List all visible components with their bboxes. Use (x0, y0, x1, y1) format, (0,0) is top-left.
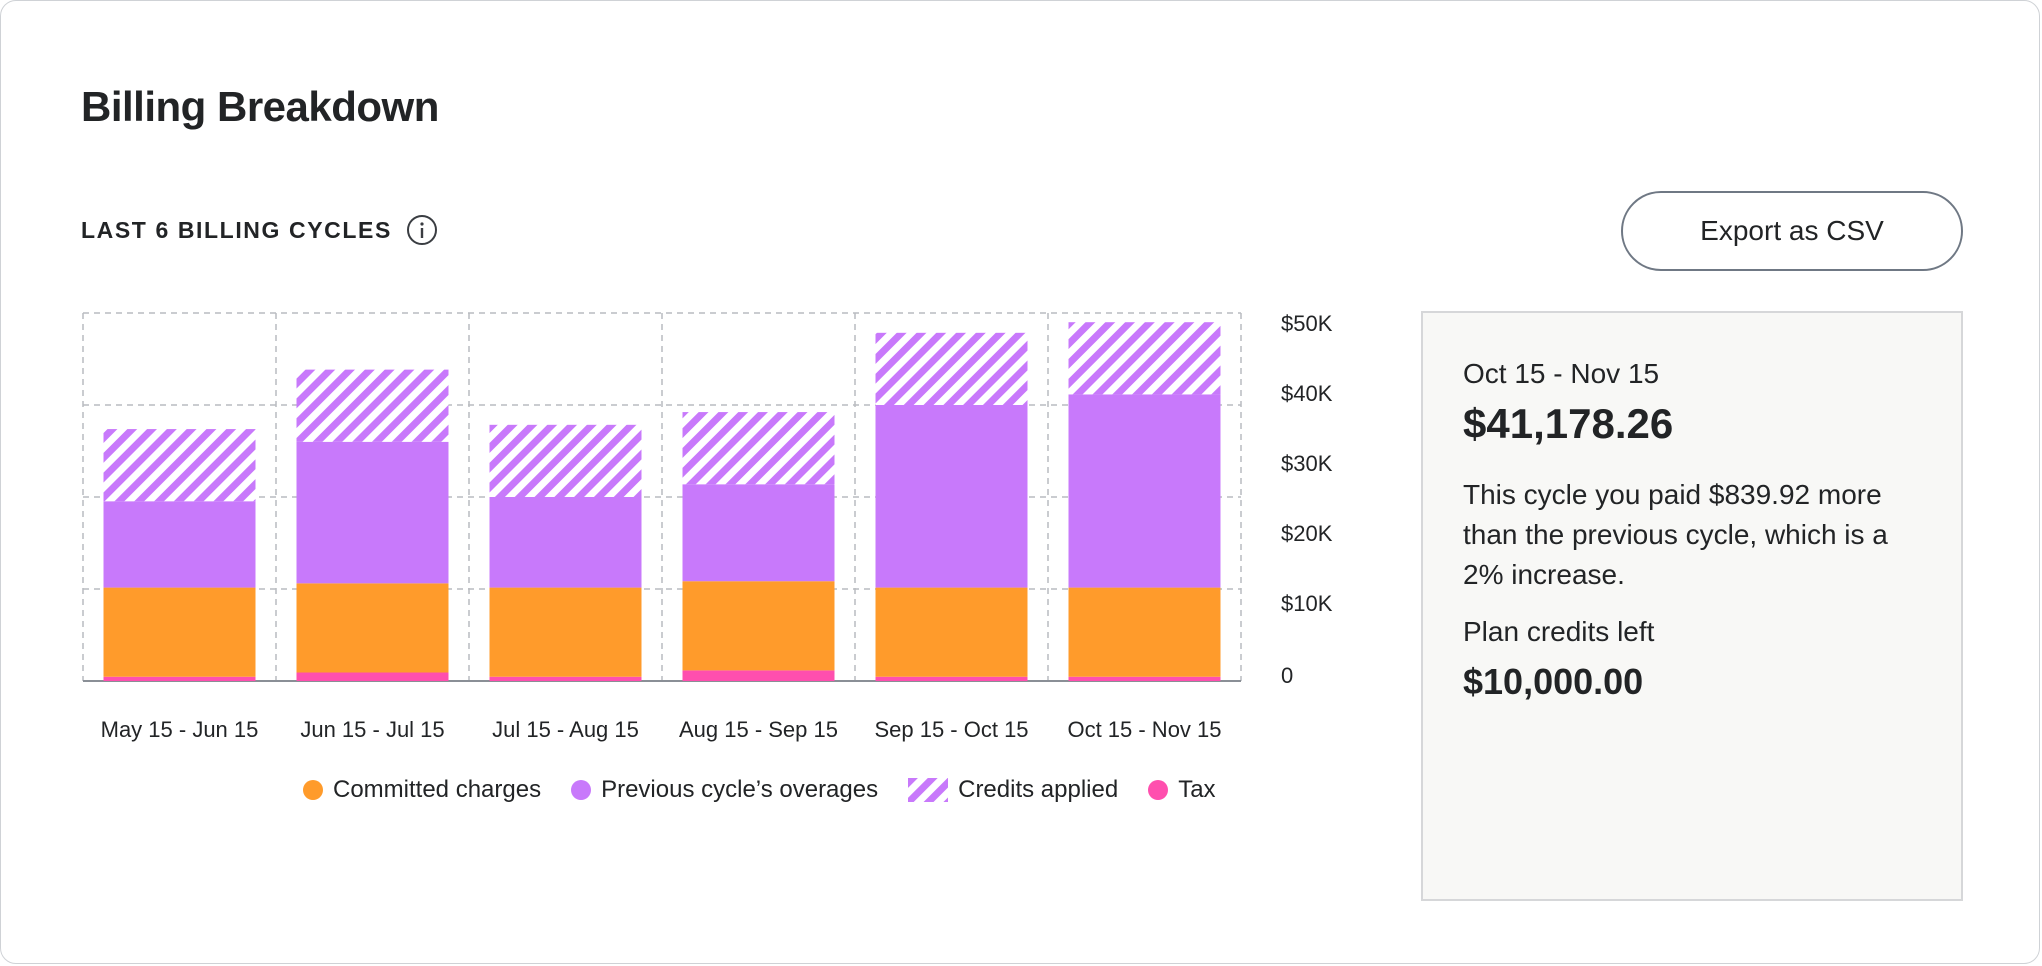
bar-segment-credits (682, 412, 835, 485)
x-tick-label: Sep 15 - Oct 15 (874, 717, 1028, 742)
legend-item-overages: Previous cycle’s overages (571, 773, 878, 807)
legend-dot-tax (1148, 780, 1169, 800)
bar-segment-overages (296, 441, 449, 584)
x-tick-label: May 15 - Jun 15 (101, 717, 259, 742)
export-csv-button[interactable]: Export as CSV (1621, 191, 1963, 271)
legend-item-committed: Committed charges (303, 773, 541, 807)
y-tick-label: $50K (1281, 311, 1333, 336)
plan-credits-label: Plan credits left (1463, 616, 1655, 647)
chart-grid (82, 312, 1242, 682)
x-tick-label: Oct 15 - Nov 15 (1067, 717, 1221, 742)
bar-segment-tax (103, 676, 256, 681)
chart-labels: May 15 - Jun 15 Jun 15 - Jul 15 Jul 15 - A… (101, 311, 1333, 742)
y-tick-label: 0 (1281, 663, 1293, 688)
legend-dot-overages (571, 780, 592, 800)
legend-label-committed: Committed charges (333, 776, 542, 803)
bar-segment-committed (1068, 587, 1221, 677)
chart-subtitle: LAST 6 BILLING CYCLES (81, 213, 438, 247)
bar-segment-overages (1068, 394, 1221, 588)
bar-segment-committed (489, 587, 642, 677)
bar-segment-committed (682, 581, 835, 671)
billing-chart: May 15 - Jun 15 Jun 15 - Jul 15 Jul 15 - A… (82, 311, 1333, 742)
bar-segment-tax (489, 676, 642, 681)
legend-label-tax: Tax (1178, 776, 1216, 803)
bar-segment-tax (682, 670, 835, 681)
x-tick-label: Jun 15 - Jul 15 (300, 717, 444, 742)
y-tick-label: $40K (1281, 381, 1333, 406)
bar-segment-tax (875, 676, 1028, 681)
bar-segment-credits (875, 332, 1028, 405)
bar-segment-tax (1068, 676, 1221, 681)
x-tick-label: Aug 15 - Sep 15 (679, 717, 838, 742)
legend-swatch-credits (908, 778, 949, 802)
bar-segment-overages (103, 501, 256, 588)
bar-segment-credits (103, 429, 256, 502)
plan-credits-value: $10,000.00 (1463, 661, 1644, 702)
bar-segment-credits (296, 369, 449, 442)
bar-segment-overages (682, 484, 835, 582)
page-title: Billing Breakdown (81, 83, 439, 130)
bar-segment-overages (489, 497, 642, 588)
subtitle-label: LAST 6 BILLING CYCLES (81, 217, 392, 243)
bar-segment-committed (296, 583, 449, 673)
cycle-summary-panel: Oct 15 - Nov 15 $41,178.26 This cycle yo… (1421, 311, 1963, 901)
legend-label-credits: Credits applied (958, 776, 1119, 803)
summary-amount: $41,178.26 (1463, 400, 1674, 447)
bar-segment-tax (296, 672, 449, 681)
chart-bars (103, 322, 1221, 681)
info-icon[interactable] (406, 214, 438, 246)
bar-segment-credits (1068, 322, 1221, 395)
bar-segment-committed (875, 587, 1028, 677)
y-tick-label: $30K (1281, 451, 1333, 476)
legend-item-credits: Credits applied (908, 773, 1118, 807)
bar-segment-committed (103, 587, 256, 677)
bar-segment-credits (489, 424, 642, 497)
x-tick-label: Jul 15 - Aug 15 (492, 717, 639, 742)
legend-dot-committed (303, 780, 323, 800)
summary-description: This cycle you paid $839.92 more than th… (1463, 479, 1888, 590)
y-tick-label: $20K (1281, 521, 1333, 546)
y-tick-label: $10K (1281, 591, 1333, 616)
chart-legend: Committed charges Previous cycle’s overa… (303, 773, 1216, 807)
bar-segment-overages (875, 405, 1028, 588)
legend-label-overages: Previous cycle’s overages (601, 776, 879, 803)
summary-period: Oct 15 - Nov 15 (1463, 358, 1660, 389)
legend-item-tax: Tax (1148, 773, 1216, 807)
